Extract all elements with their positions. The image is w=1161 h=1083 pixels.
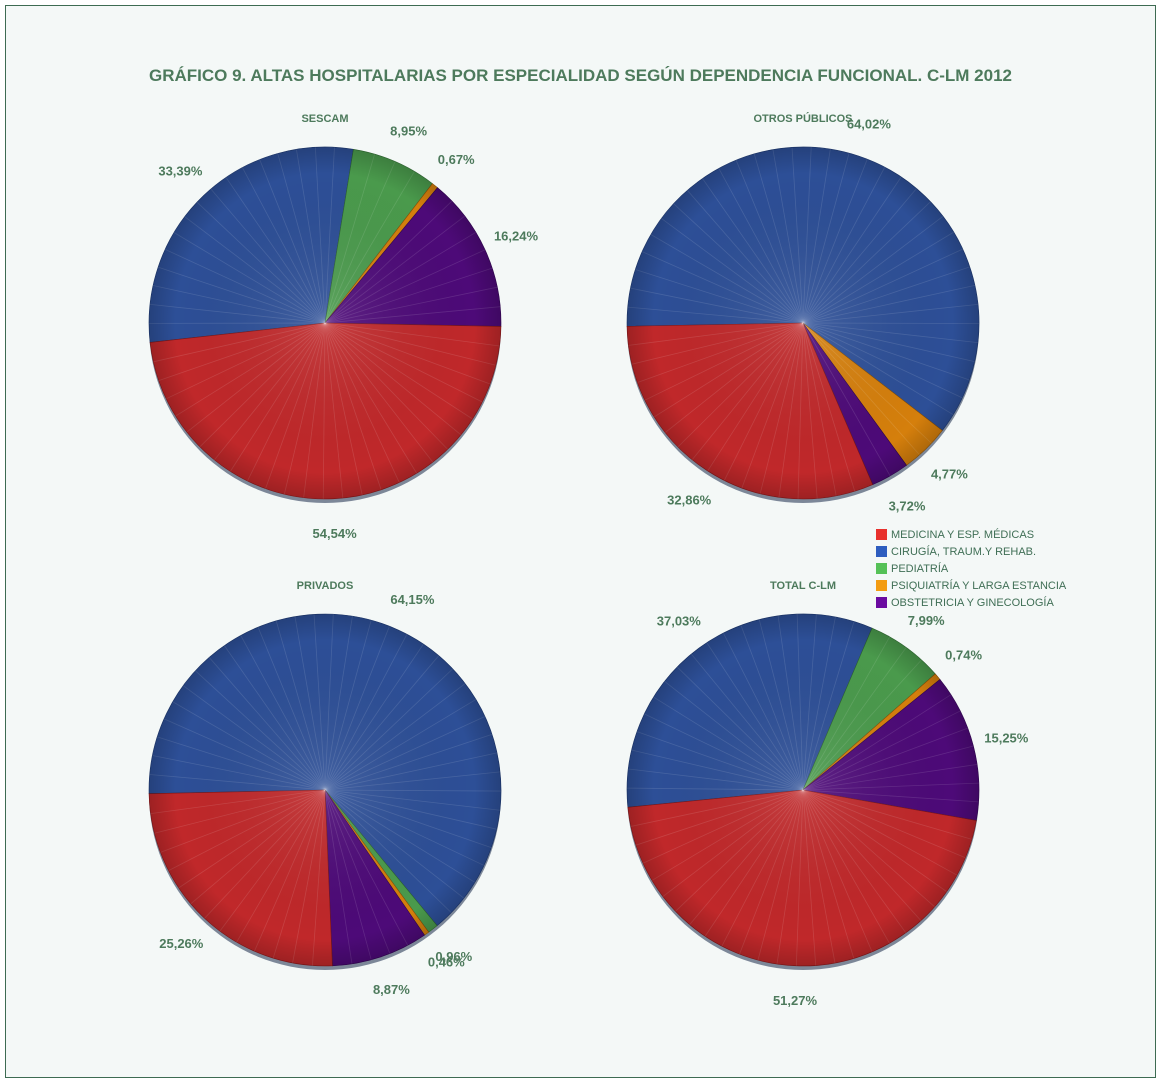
pie-data-label: 8,87% (373, 982, 410, 997)
pie-data-label: 37,03% (657, 614, 702, 629)
pie-data-label: 8,95% (390, 123, 427, 138)
pie-title: PRIVADOS (297, 580, 354, 592)
legend-label: MEDICINA Y ESP. MÉDICAS (891, 528, 1035, 541)
pie-data-label: 16,24% (494, 229, 539, 244)
pie-data-label: 64,15% (390, 592, 435, 607)
pie-data-label: 51,27% (773, 993, 818, 1008)
legend-item: CIRUGÍA, TRAUM.Y REHAB. (876, 543, 1066, 560)
pie-data-label: 54,54% (313, 526, 358, 541)
legend-item: PEDIATRÍA (876, 560, 1066, 577)
legend-swatch (876, 597, 887, 608)
legend-label: PEDIATRÍA (891, 562, 949, 575)
pie-chart: PRIVADOS 64,15% 0,96%0,46% 8,87% 25,26% (148, 580, 502, 997)
pie-chart: SESCAM 33,39% 8,95% 0,67% 16,24% 54,54% (148, 113, 539, 541)
legend-label: PSIQUIATRÍA Y LARGA ESTANCIA (891, 579, 1067, 592)
pie-data-label: 0,74% (945, 648, 982, 663)
legend-label: CIRUGÍA, TRAUM.Y REHAB. (891, 545, 1037, 558)
chart-main-title: GRÁFICO 9. ALTAS HOSPITALARIAS POR ESPEC… (149, 66, 1012, 85)
legend-swatch (876, 580, 887, 591)
legend-item: MEDICINA Y ESP. MÉDICAS (876, 526, 1066, 543)
pie-shading (627, 614, 979, 966)
pie-data-label: 4,77% (931, 467, 968, 482)
pie-data-label: 3,72% (889, 498, 926, 513)
pie-data-label: 0,67% (438, 152, 475, 167)
legend-item: OBSTETRICIA Y GINECOLOGÍA (876, 594, 1066, 611)
pie-title: TOTAL C-LM (770, 580, 836, 592)
pie-title: SESCAM (301, 113, 348, 125)
pie-shading (149, 614, 501, 966)
legend-label: OBSTETRICIA Y GINECOLOGÍA (891, 596, 1054, 609)
pie-data-label: 25,26% (159, 936, 204, 951)
pie-shading (627, 147, 979, 499)
legend-item: PSIQUIATRÍA Y LARGA ESTANCIA (876, 577, 1066, 594)
pie-data-label: 7,99% (908, 613, 945, 628)
pie-chart: TOTAL C-LM 37,03% 7,99% 0,74% 15,25% 51,27% (626, 580, 1029, 1008)
pie-data-label: 32,86% (667, 493, 712, 508)
pie-shading (149, 147, 501, 499)
legend-swatch (876, 546, 887, 557)
pie-data-label: 0,96% (435, 949, 472, 964)
pie-title: OTROS PÚBLICOS (753, 112, 852, 125)
legend-swatch (876, 563, 887, 574)
chart-legend: MEDICINA Y ESP. MÉDICAS CIRUGÍA, TRAUM.Y … (876, 526, 1066, 611)
pie-data-label: 15,25% (984, 731, 1029, 746)
legend-swatch (876, 529, 887, 540)
pie-data-label: 64,02% (847, 117, 892, 132)
pie-data-label: 33,39% (158, 164, 203, 179)
pie-data-label: 0,46% (428, 954, 465, 969)
